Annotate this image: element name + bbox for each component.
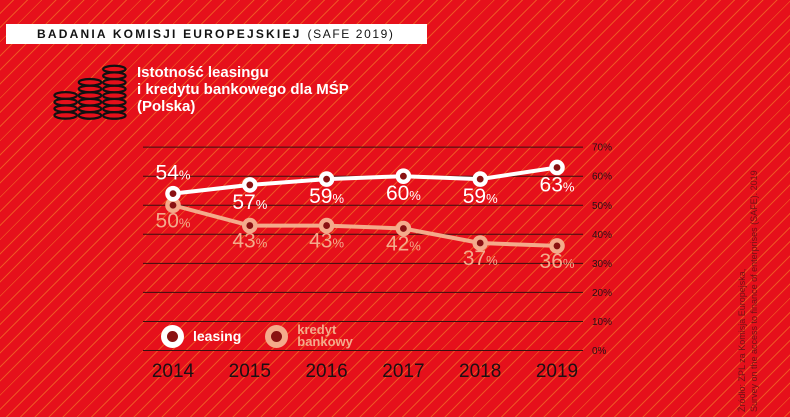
data-point-marker (395, 168, 412, 184)
y-axis-label: 0% (592, 346, 607, 357)
data-point-marker (395, 220, 412, 237)
series-line-kredyt (171, 203, 559, 248)
data-point-label: 50% (156, 209, 191, 232)
x-axis-label: 2014 (152, 361, 195, 382)
data-point-marker (472, 235, 489, 251)
data-point-label: 37% (463, 247, 498, 270)
kredyt-marker-icon (265, 324, 289, 348)
data-point-label: 54% (156, 162, 191, 185)
data-point-label: 43% (232, 230, 267, 253)
data-point-marker (241, 177, 258, 193)
coins-icon (53, 64, 127, 120)
source-line-2: Survey on the access to finance of enter… (748, 170, 759, 412)
data-point-label: 43% (309, 230, 344, 253)
legend-label-kredyt: kredyt bankowy (297, 322, 353, 349)
title-line-2: i kredytu bankowego dla MŚP (137, 81, 349, 98)
x-axis-label: 2016 (305, 361, 347, 382)
x-axis-label: 2019 (536, 361, 578, 382)
data-point-label: 59% (463, 185, 498, 208)
banner-subtitle: (SAFE 2019) (307, 27, 395, 41)
banner: BADANIA KOMISJI EUROPEJSKIEJ (SAFE 2019) (6, 24, 427, 44)
title-line-1: Istotność leasingu (137, 64, 269, 81)
coin-stack-3 (102, 64, 127, 74)
data-point-marker (472, 171, 489, 187)
leasing-marker-icon (161, 324, 184, 348)
y-axis-label: 70% (592, 143, 612, 154)
legend-kredyt-line1: kredyt (297, 322, 337, 337)
legend-kredyt-line2: bankowy (297, 334, 353, 349)
data-point-marker (549, 159, 565, 176)
data-point-label: 36% (540, 250, 575, 273)
legend: leasing kredyt bankowy (161, 322, 353, 349)
y-axis-label: 40% (592, 230, 612, 241)
data-point-label: 42% (386, 232, 421, 255)
data-point-label: 57% (232, 191, 267, 214)
source-line-1: Źródło: ZPL za Komisja Europejska, (737, 268, 747, 412)
y-axis-label: 20% (592, 288, 612, 299)
y-axis-label: 60% (592, 172, 612, 183)
data-point-label: 60% (386, 182, 421, 205)
banner-title: BADANIA KOMISJI EUROPEJSKIEJ (37, 27, 302, 41)
coin-stack-1 (53, 90, 78, 100)
y-axis-label: 50% (592, 201, 612, 212)
data-point-marker (549, 238, 565, 254)
y-axis-label: 30% (592, 259, 612, 270)
data-point-marker (241, 217, 258, 234)
legend-item-leasing: leasing (161, 324, 242, 348)
data-point-marker (165, 185, 181, 202)
title-line-3: (Polska) (137, 98, 196, 115)
data-point-marker (318, 171, 335, 187)
data-point-label: 63% (540, 173, 575, 196)
x-axis-label: 2017 (382, 361, 424, 382)
y-axis-label: 10% (592, 317, 612, 328)
series-kredyt (165, 197, 565, 254)
legend-label-leasing: leasing (193, 328, 242, 344)
chart-title: Istotność leasingu i kredytu bankowego d… (137, 64, 349, 115)
x-axis-label: 2015 (229, 361, 271, 382)
x-axis-label: 2018 (459, 361, 501, 382)
source-note: Źródło: ZPL za Komisja Europejska, Surve… (737, 122, 760, 412)
data-point-marker (318, 217, 335, 234)
coin-stack-2 (77, 77, 103, 87)
data-point-label: 59% (309, 185, 344, 208)
legend-item-kredyt: kredyt bankowy (265, 322, 353, 349)
series-line-leasing (171, 165, 559, 196)
series-leasing (165, 159, 565, 202)
